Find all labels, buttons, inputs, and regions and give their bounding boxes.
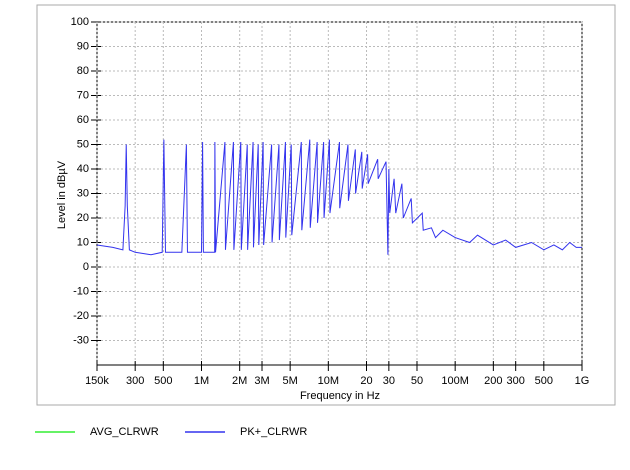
y-tick-label: 0: [83, 261, 89, 273]
x-tick-label: 100M: [441, 375, 469, 387]
x-tick-label: 2M: [232, 375, 247, 387]
x-tick-label: 500: [154, 375, 172, 387]
x-tick-label: 200: [484, 375, 502, 387]
x-tick-label: 50: [411, 375, 423, 387]
y-tick-label: 80: [77, 65, 89, 77]
data-line: [96, 139, 582, 256]
y-tick-label: 70: [77, 89, 89, 101]
y-tick-label: 90: [77, 40, 89, 52]
legend-label: PK+_CLRWR: [240, 426, 307, 438]
x-tick-label: 10M: [318, 375, 339, 387]
x-tick-label: 20: [360, 375, 372, 387]
x-axis-label: Frequency in Hz: [300, 390, 380, 402]
y-tick-label: 50: [77, 138, 89, 150]
x-tick-label: 3M: [254, 375, 269, 387]
x-tick-label: 150k: [85, 375, 109, 387]
x-tick-label: 1G: [575, 375, 590, 387]
y-tick-label: 10: [77, 236, 89, 248]
y-tick-label: 60: [77, 114, 89, 126]
y-tick-label: 40: [77, 163, 89, 175]
legend-label: AVG_CLRWR: [90, 426, 159, 438]
y-axis-label: Level in dBµV: [56, 160, 68, 229]
y-tick-label: -10: [73, 285, 89, 297]
x-tick-label: 5M: [283, 375, 298, 387]
y-tick-label: -30: [73, 334, 89, 346]
x-tick-label: 300: [507, 375, 525, 387]
y-tick-label: 30: [77, 187, 89, 199]
y-tick-label: 20: [77, 212, 89, 224]
x-tick-label: 500: [535, 375, 553, 387]
y-tick-label: -20: [73, 310, 89, 322]
x-tick-label: 1M: [194, 375, 209, 387]
y-tick-label: 100: [71, 16, 89, 28]
x-tick-label: 30: [383, 375, 395, 387]
x-tick-label: 300: [126, 375, 144, 387]
